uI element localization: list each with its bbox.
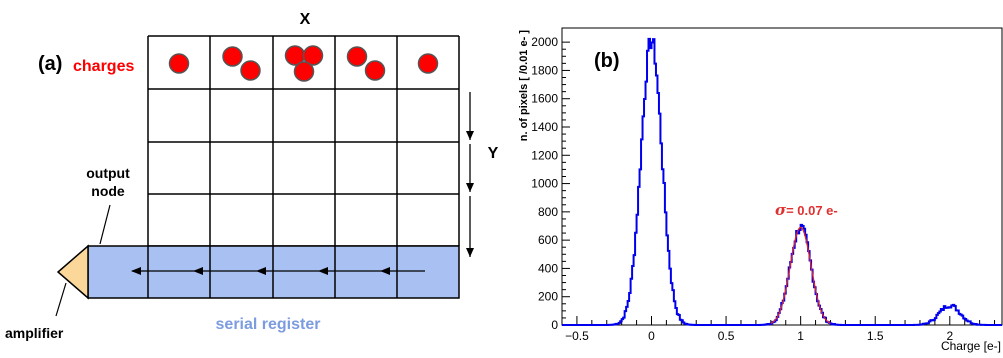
gaussian-fit-curve [770,226,831,324]
transfer-arrowhead [256,267,266,275]
y-tick-label: 600 [538,233,558,247]
transfer-arrowhead [131,267,141,275]
histogram-series [562,37,1002,326]
y-arrowhead [466,183,474,192]
amplifier-shape [56,244,89,300]
x-axis-label: Charge [e-] [941,339,1001,353]
x-tick-label: 2 [946,329,953,343]
charge-dot [222,46,243,67]
charge-dot [293,61,315,82]
serial-register-dividers [147,246,398,298]
sigma-annotation: σ= 0.07 e- [775,201,838,219]
sigma-symbol: σ [775,201,787,219]
y-tick-label: 2000 [531,35,558,49]
x-tick-label: 1 [797,329,804,343]
y-tick-label: 400 [538,261,558,275]
y-tick-label: 0 [551,318,558,332]
charge-dot [346,46,368,67]
y-tick-label: 800 [538,205,558,219]
x-tick-label: 0 [648,329,655,343]
serial-register-label: serial register [216,316,321,333]
sigma-value: = 0.07 e- [786,203,838,218]
y-tick-label: 200 [538,290,558,304]
charge-dot [168,53,190,74]
transfer-arrowhead [193,267,203,275]
charge-dot [364,60,386,81]
y-tick-label: 1800 [531,63,558,77]
y-arrowhead [466,131,474,140]
charge-dot [417,53,439,74]
panel-b-label: (b) [594,50,620,72]
charges-label: charges [73,58,134,75]
output-node-label-line1: output [86,165,130,181]
y-arrowhead [466,248,474,257]
x-tick-label: 0.5 [718,329,735,343]
plot-frame [561,27,1003,326]
amplifier-label: amplifier [5,325,64,341]
y-tick-label: 1400 [531,120,558,134]
charge-dot [302,45,324,66]
x-direction-label: X [300,11,311,28]
y-direction-arrows [466,92,474,257]
serial-register-arrows [131,267,425,275]
transfer-arrowhead [380,267,390,275]
amplifier-pointer [55,282,67,317]
y-axis-label: n. of pixels [ /0.01 e- ] [518,30,530,142]
x-tick-label: 1.5 [867,329,884,343]
transfer-arrowhead [318,267,328,275]
output-node-pointer [99,204,111,245]
x-tick-label: −0.5 [565,329,589,343]
panel-a-diagram: (a) charges X Y amplifier output node se… [5,11,499,341]
panel-b-chart: 0 200 400 600 800 1000 1200 1400 1600 1800 2000 −0… [518,27,1003,353]
y-tick-label: 1200 [531,148,558,162]
y-axis-ticks: 0 200 400 600 800 1000 1200 1400 1600 1800 2000 [531,35,570,332]
y-tick-label: 1000 [531,177,558,191]
charges-group [168,45,439,82]
y-tick-label: 1600 [531,92,558,106]
output-node-label-line2: node [91,183,125,199]
charge-dot [240,60,261,81]
panel-a-label: (a) [38,53,62,75]
y-direction-label: Y [488,145,499,162]
